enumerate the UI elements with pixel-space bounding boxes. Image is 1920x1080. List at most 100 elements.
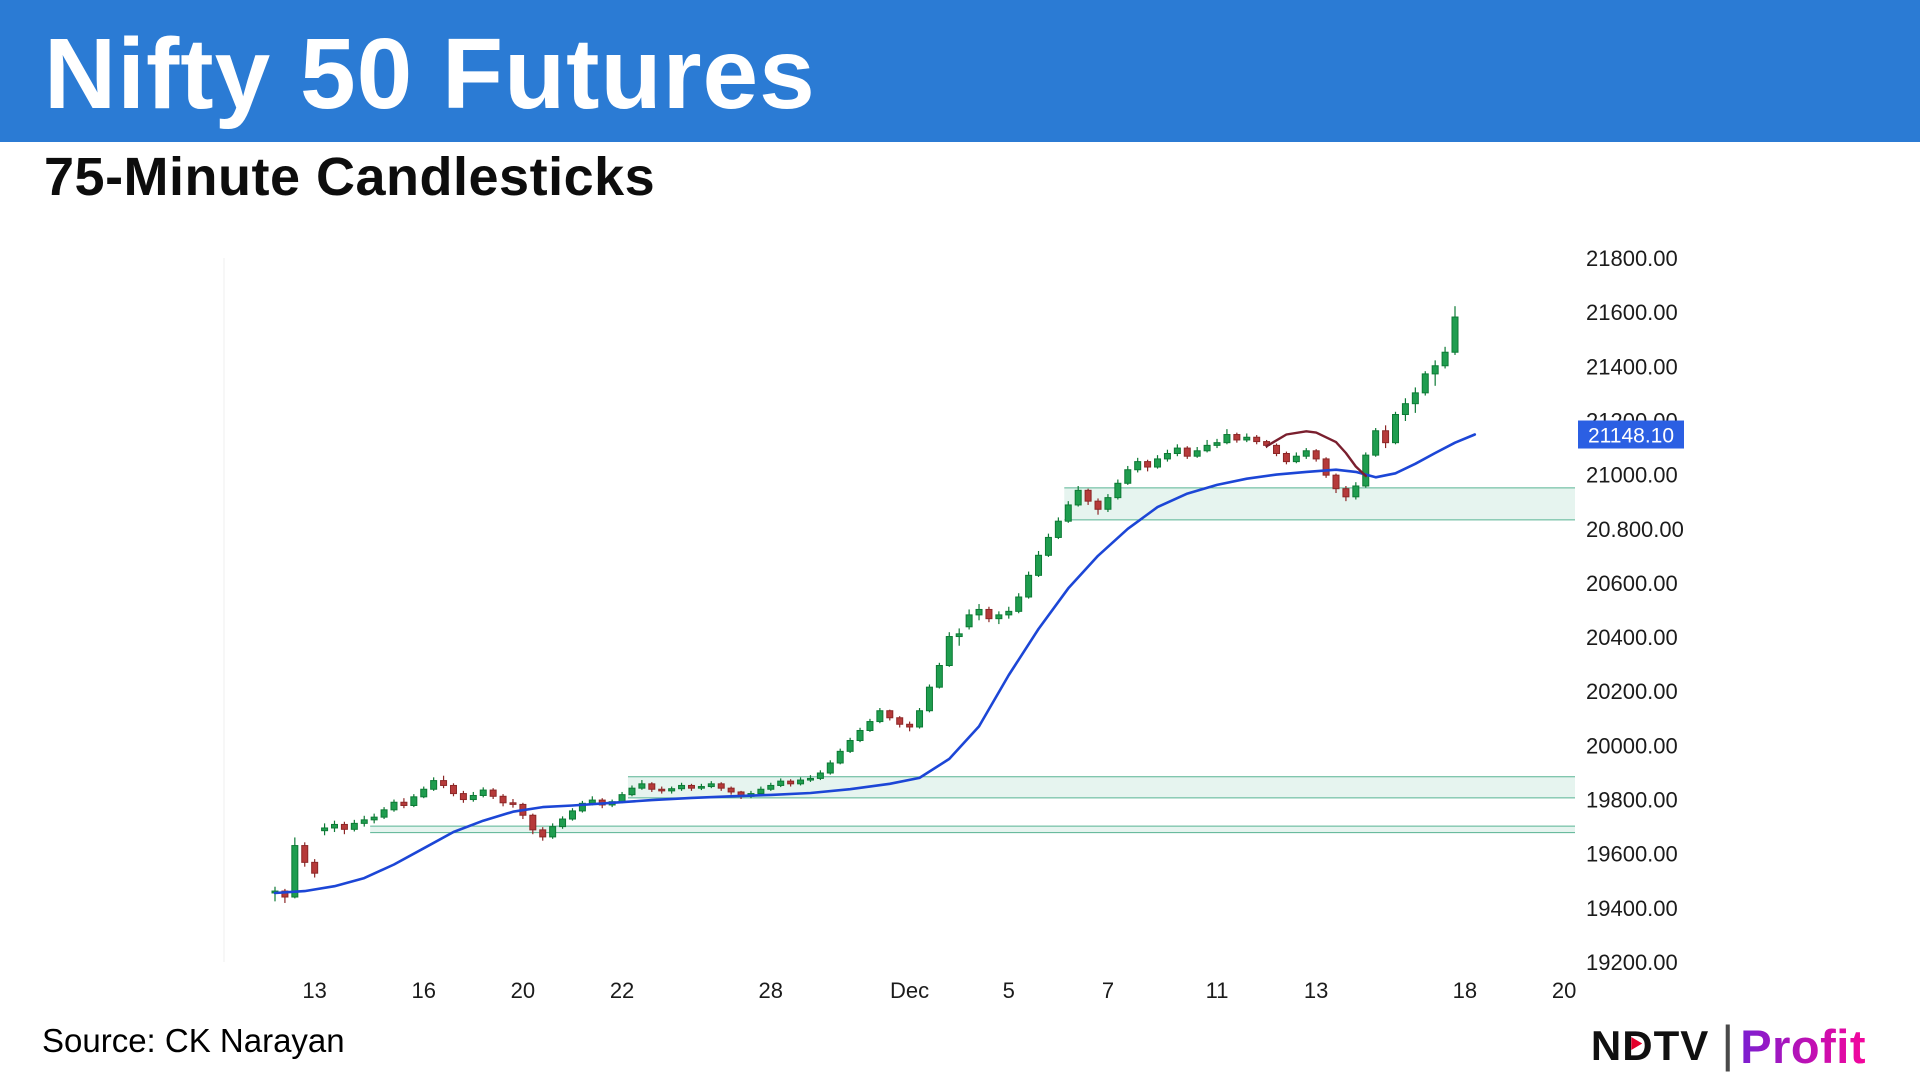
candle [1312,449,1320,462]
candle [965,609,973,630]
candle [668,786,676,794]
candle [856,727,864,743]
x-axis-label: 16 [411,978,435,1003]
candle [1342,485,1350,502]
candle [1074,485,1082,507]
support-zone-19700 [370,825,1575,834]
x-axis-label: 7 [1102,978,1114,1003]
candle [1451,306,1459,355]
candle [1332,473,1340,494]
y-axis: 21800.0021600.0021400.0021200.0021000.00… [1586,246,1684,975]
candle [1144,459,1152,472]
candle [1282,451,1290,465]
candle [687,783,695,791]
candle [459,790,467,803]
candle [539,827,547,841]
last-price-value: 21148.10 [1588,425,1674,448]
y-axis-label: 21600.00 [1586,300,1678,325]
candle [311,859,319,878]
x-axis-label: 11 [1206,978,1229,1003]
candle [1094,498,1102,515]
candle [1064,501,1072,523]
candle [1193,446,1201,458]
candle [777,778,785,788]
candle [826,760,834,775]
candle [1044,533,1052,557]
x-axis-label: 20 [1552,978,1576,1003]
y-axis-label: 20400.00 [1586,625,1678,650]
candle [628,785,636,797]
y-axis-label: 20.800.00 [1586,517,1684,542]
candle [648,782,656,792]
candle [836,748,844,765]
candle [489,788,497,799]
candle [806,775,814,782]
candle [787,779,795,787]
candle [549,823,557,839]
x-axis-label: 13 [302,978,326,1003]
ndtv-profit-logo: N D TV | Profit [1590,1016,1866,1074]
ndtv-letter-d: D [1622,1022,1654,1069]
candle [757,786,765,796]
candle [1183,446,1191,459]
candle [400,798,408,809]
candle [420,786,428,799]
candle [1441,346,1449,369]
candle [1173,444,1181,457]
candles-layer [271,306,1459,903]
candle [1005,606,1013,619]
candle [727,786,735,795]
x-axis-label: 20 [511,978,535,1003]
candle [390,799,398,812]
secondary-average-line [1265,430,1368,478]
candle [1431,360,1439,386]
candle [509,798,517,808]
x-axis-label: Dec [890,978,929,1003]
candle [1421,371,1429,396]
candle [1154,455,1162,469]
candle [1372,428,1380,457]
candle [380,807,388,820]
candle [886,709,894,721]
candle [935,662,943,689]
y-axis-label: 19800.00 [1586,788,1678,813]
candle [866,718,874,732]
y-axis-label: 20000.00 [1586,733,1678,758]
candle [767,782,775,791]
candle [529,813,537,835]
candle [816,770,824,781]
candle [797,777,805,786]
candle [975,604,983,621]
candle [1163,449,1171,462]
y-axis-label: 21800.00 [1586,246,1678,271]
candle [658,786,666,794]
candle [291,837,299,899]
logo-separator: | [1721,1016,1735,1072]
candle [1114,479,1122,500]
candle [1203,439,1211,453]
candle [1392,411,1400,445]
candle [410,794,418,808]
support-zones-layer [370,487,1575,834]
candle [1322,457,1330,478]
candle [1243,433,1251,443]
candle [350,819,358,832]
candle [955,628,963,646]
candle [1233,432,1241,443]
candle [1411,387,1419,413]
candle [330,820,338,833]
candle [1273,443,1281,457]
x-axis-label: 18 [1453,978,1477,1003]
candle [340,821,348,835]
candle [430,777,438,791]
candle [1382,425,1390,449]
candle [578,800,586,813]
candle [321,823,329,836]
candle [697,783,705,791]
y-axis-label: 19200.00 [1586,950,1678,975]
candle [1084,488,1092,505]
candle [440,775,448,789]
ndtv-letter-n: N [1590,1022,1623,1069]
x-axis-label: 13 [1304,978,1328,1003]
